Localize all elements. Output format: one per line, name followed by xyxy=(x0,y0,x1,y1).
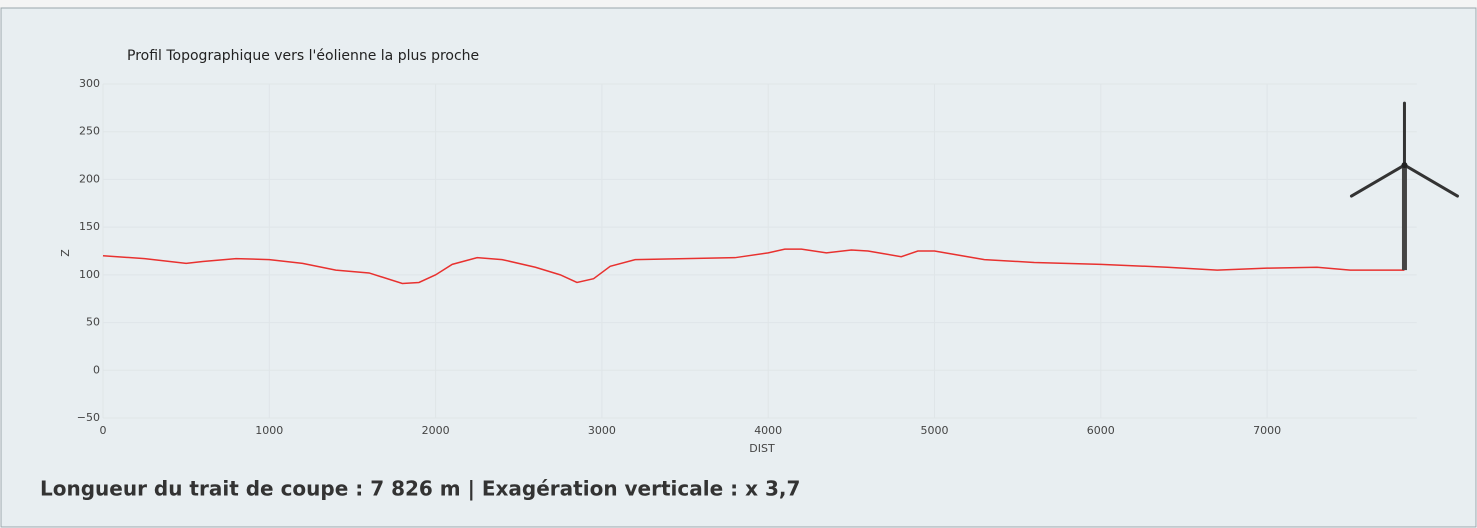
y-tick-label: 150 xyxy=(79,220,100,233)
x-tick-label: 2000 xyxy=(422,424,450,437)
caption: Longueur du trait de coupe : 7 826 m | E… xyxy=(40,477,800,501)
x-tick-label: 5000 xyxy=(921,424,949,437)
y-tick-label: −50 xyxy=(77,411,100,424)
panel xyxy=(0,7,1477,528)
y-tick-label: 300 xyxy=(79,77,100,90)
y-tick-label: 50 xyxy=(86,316,100,329)
turbine-hub xyxy=(1401,162,1408,169)
map-strip xyxy=(0,0,1477,8)
chart-title: Profil Topographique vers l'éolienne la … xyxy=(127,48,479,64)
y-tick-label: 200 xyxy=(79,172,100,185)
y-tick-label: 250 xyxy=(79,125,100,138)
y-tick-label: 0 xyxy=(93,363,100,376)
turbine-blade xyxy=(1402,163,1459,198)
x-axis-label: DIST xyxy=(749,442,775,455)
x-tick-label: 6000 xyxy=(1087,424,1115,437)
y-axis-label: Z xyxy=(59,249,72,257)
x-tick-label: 7000 xyxy=(1253,424,1281,437)
x-tick-label: 0 xyxy=(100,424,107,437)
x-tick-label: 4000 xyxy=(754,424,782,437)
x-tick-label: 3000 xyxy=(588,424,616,437)
profile-line xyxy=(102,248,1405,285)
y-tick-label: 100 xyxy=(79,268,100,281)
turbine-blade xyxy=(1349,163,1406,198)
turbine-tower xyxy=(1401,165,1407,271)
x-tick-label: 1000 xyxy=(255,424,283,437)
